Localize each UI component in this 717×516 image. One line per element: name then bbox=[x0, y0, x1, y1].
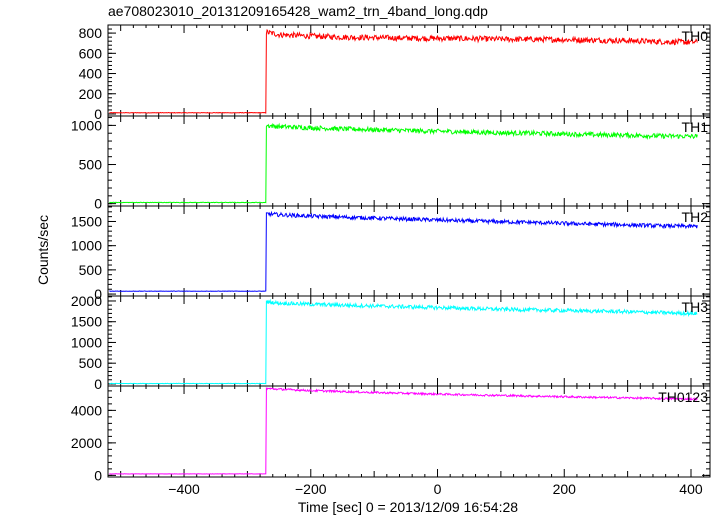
series-line-th3 bbox=[109, 298, 698, 385]
y-tick-label: 600 bbox=[79, 45, 103, 61]
y-axis-label: Counts/sec bbox=[35, 215, 51, 285]
y-tick-label: 0 bbox=[94, 376, 102, 392]
panel-label: TH2 bbox=[682, 209, 709, 225]
y-tick-label: 500 bbox=[79, 262, 103, 278]
panel-th3: 0 500 1000 1500 2000 TH3 bbox=[71, 293, 711, 392]
y-tick-label: 500 bbox=[79, 355, 103, 371]
panel-label: TH0 bbox=[682, 28, 709, 44]
x-tick-label: 200 bbox=[553, 481, 577, 497]
y-tick-label: 200 bbox=[79, 86, 103, 102]
x-axis-label: Time [sec] 0 = 2013/12/09 16:54:28 bbox=[298, 499, 518, 515]
y-tick-label: 400 bbox=[79, 66, 103, 82]
y-tick-label: 1000 bbox=[71, 117, 102, 133]
chart-title: ae708023010_20131209165428_wam2_trn_4ban… bbox=[108, 3, 488, 19]
panel-th1: 0 500 1000 TH1 bbox=[71, 115, 711, 212]
panel-th0: 0 200 400 600 800 TH0 bbox=[79, 24, 711, 122]
panel-label: TH3 bbox=[682, 299, 709, 315]
chart-panels: 0 200 400 600 800 TH0 0 500 1000 TH1 0 500 1000 1500 T… bbox=[71, 24, 711, 497]
y-tick-label: 1500 bbox=[71, 314, 102, 330]
panel-th0123: 0 2000 4000 TH0123 bbox=[71, 385, 711, 483]
y-tick-label: 0 bbox=[94, 467, 102, 483]
panel-label: TH0123 bbox=[658, 389, 708, 405]
x-tick-label: −200 bbox=[295, 481, 327, 497]
y-tick-label: 2000 bbox=[71, 293, 102, 309]
y-tick-label: 2000 bbox=[71, 435, 102, 451]
y-tick-label: 800 bbox=[79, 25, 103, 41]
y-tick-label: 0 bbox=[94, 286, 102, 302]
x-tick-label: 400 bbox=[679, 481, 703, 497]
x-tick-label: −400 bbox=[168, 481, 200, 497]
panel-label: TH1 bbox=[682, 119, 709, 135]
y-tick-label: 500 bbox=[79, 157, 103, 173]
series-line-th1 bbox=[109, 122, 698, 204]
y-tick-label: 0 bbox=[94, 196, 102, 212]
y-tick-label: 1500 bbox=[71, 213, 102, 229]
panel-frame bbox=[107, 385, 711, 478]
y-tick-label: 1000 bbox=[71, 334, 102, 350]
y-tick-label: 0 bbox=[94, 106, 102, 122]
series-line-th0123 bbox=[109, 386, 698, 475]
x-tick-label: 0 bbox=[434, 481, 442, 497]
panel-th2: 0 500 1000 1500 TH2 bbox=[71, 205, 711, 302]
y-tick-label: 4000 bbox=[71, 402, 102, 418]
series-line-th2 bbox=[109, 210, 698, 292]
y-tick-label: 1000 bbox=[71, 238, 102, 254]
series-line-th0 bbox=[109, 28, 698, 114]
